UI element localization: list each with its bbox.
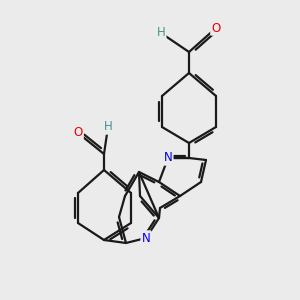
Text: N: N [164,152,172,164]
Text: O: O [74,127,82,140]
Text: N: N [142,232,150,244]
Text: H: H [157,26,165,40]
Text: O: O [212,22,220,34]
Text: H: H [103,121,112,134]
